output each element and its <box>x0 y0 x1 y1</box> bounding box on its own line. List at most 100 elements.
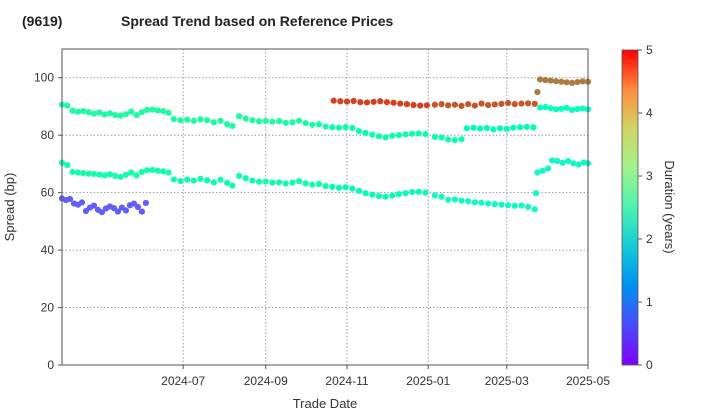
data-point <box>96 171 103 178</box>
data-point <box>397 100 404 107</box>
data-point <box>490 126 497 133</box>
data-point <box>362 129 369 136</box>
data-point <box>224 121 231 128</box>
data-point <box>190 177 197 184</box>
data-point <box>295 178 303 185</box>
data-point <box>518 100 525 107</box>
data-point <box>410 101 417 109</box>
data-point <box>275 179 283 186</box>
data-point <box>355 187 363 195</box>
colorbar-tick-label: 1 <box>646 295 653 309</box>
series-2 <box>58 159 538 213</box>
data-point <box>382 193 389 200</box>
data-point <box>349 185 356 192</box>
data-point <box>362 190 369 197</box>
data-point <box>438 101 445 108</box>
data-point <box>329 124 336 131</box>
data-point <box>165 109 172 116</box>
data-point <box>242 175 249 182</box>
data-point <box>516 124 524 131</box>
data-point <box>505 99 512 107</box>
data-point <box>382 134 389 141</box>
data-point <box>511 101 518 108</box>
data-point <box>531 100 538 107</box>
data-point <box>390 99 397 106</box>
series-3 <box>58 195 149 216</box>
series-6 <box>536 103 592 113</box>
data-point <box>101 111 108 118</box>
data-point <box>144 106 151 113</box>
data-point <box>69 168 76 176</box>
data-point <box>204 177 211 184</box>
data-point <box>101 172 108 179</box>
data-point <box>122 171 130 178</box>
data-point <box>302 120 309 127</box>
x-tick-label: 2024-09 <box>244 374 288 388</box>
data-point <box>343 98 351 105</box>
data-point <box>282 180 289 187</box>
data-point <box>445 196 452 203</box>
data-point <box>544 165 552 172</box>
data-point <box>438 134 445 141</box>
data-point <box>568 79 576 86</box>
x-axis-label: Trade Date <box>293 396 358 411</box>
colorbar-tick-label: 3 <box>646 169 653 183</box>
data-point <box>269 118 276 125</box>
data-point <box>563 104 570 111</box>
x-tick-label: 2024-07 <box>161 374 205 388</box>
colorbar <box>621 49 639 366</box>
data-point <box>90 110 98 117</box>
data-point <box>369 131 376 138</box>
data-point <box>422 130 429 138</box>
data-point <box>445 136 452 143</box>
data-point <box>80 107 87 115</box>
data-point <box>229 122 236 130</box>
colorbar-tick-label: 0 <box>646 358 653 372</box>
data-point <box>322 123 329 130</box>
data-point <box>470 124 477 131</box>
data-point <box>471 199 478 206</box>
data-point <box>498 100 505 107</box>
data-point <box>491 101 498 108</box>
data-point <box>128 108 135 115</box>
data-point <box>579 105 586 112</box>
data-point <box>242 115 249 122</box>
data-point <box>477 125 484 132</box>
chart-code: (9619) <box>22 13 62 29</box>
data-point <box>570 160 577 167</box>
colorbar-tick-label: 2 <box>646 232 653 246</box>
data-point <box>463 125 470 132</box>
data-point <box>497 125 504 132</box>
data-point <box>485 200 492 207</box>
data-point <box>117 112 124 119</box>
data-point <box>133 172 140 179</box>
y-tick-label: 20 <box>41 301 55 315</box>
data-point <box>149 166 156 174</box>
data-point <box>511 202 518 209</box>
y-tick-label: 60 <box>41 186 55 200</box>
colorbar-label: Duration (years) <box>662 160 677 253</box>
data-point <box>85 170 92 177</box>
data-point <box>114 208 122 215</box>
data-point <box>342 184 349 191</box>
data-point <box>74 108 82 115</box>
data-point <box>117 173 124 180</box>
data-point <box>423 102 430 109</box>
data-point <box>309 181 316 188</box>
data-point <box>564 157 572 165</box>
data-point <box>335 124 343 131</box>
series-5 <box>534 76 592 96</box>
data-point <box>184 176 191 183</box>
data-point <box>558 78 565 85</box>
data-point <box>85 109 92 116</box>
x-tick-label: 2025-03 <box>485 374 529 388</box>
data-point <box>112 111 119 119</box>
data-point <box>536 104 544 111</box>
data-point <box>282 119 289 126</box>
series-7 <box>532 157 592 197</box>
data-point <box>177 178 184 185</box>
data-point <box>389 192 396 199</box>
data-point <box>138 109 145 116</box>
data-point <box>510 124 517 131</box>
